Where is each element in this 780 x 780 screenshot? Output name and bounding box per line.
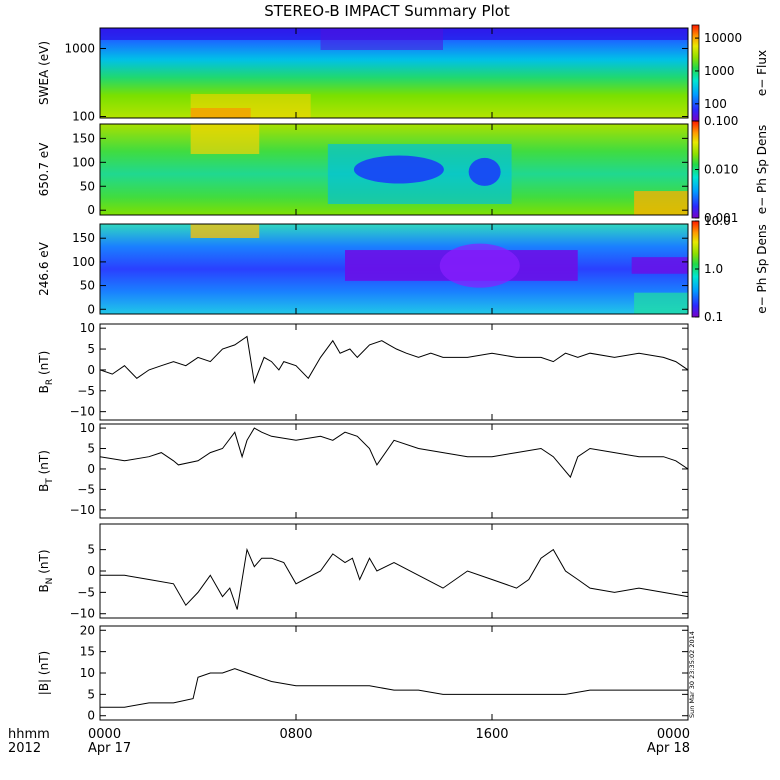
y-tick-label: 10 [80,321,95,335]
chart-title: STEREO-B IMPACT Summary Plot [264,2,510,20]
colorbar-tick-label: 10.0 [704,214,731,228]
y-tick-label: 0 [87,564,95,578]
y-tick-label: −10 [70,405,95,419]
y-tick-label: 100 [72,155,95,169]
y-tick-label: 15 [80,645,95,659]
colorbar-label: e− Flux [755,50,769,96]
y-tick-label: 10 [80,666,95,680]
y-label-main: B [37,385,51,393]
panel-frame [99,223,689,315]
series-bt [100,427,688,479]
x-tick-label: 0800 [279,727,312,742]
x-tick-label: 0000 [657,727,690,742]
panel-frame [99,27,689,119]
y-label-unit: (nT) [37,450,51,478]
hhmm-label: hhmm [8,727,50,742]
timestamp-label: Sun Mar 30 23:35:02 2014 [688,631,696,718]
panel-frame [99,523,689,619]
series-br [100,335,688,385]
colorbar-tick-label: 0.100 [704,114,738,128]
y-tick-label: 50 [80,279,95,293]
y-tick-label: 0 [87,462,95,476]
y-tick-label: 150 [72,131,95,145]
panel-frame [99,423,689,519]
series-line-bt [100,427,688,479]
flux-band [468,157,501,186]
flux-band [353,155,444,184]
colorbar-tick-label: 10000 [704,31,742,45]
colorbar-label: e− Ph Sp Dens [755,224,769,313]
y-tick-label: 0 [87,302,95,316]
flux-band [631,257,688,274]
y-tick-label: 5 [87,687,95,701]
y-label-main: B [37,584,51,592]
colorbar-tick-label: 100 [704,97,727,111]
panel-frame [99,323,689,421]
y-label-main: B [37,484,51,492]
y-label-unit: (nT) [37,651,51,679]
flux-band [634,292,688,314]
spectrogram-swea [100,28,688,118]
y-tick-label: −5 [77,585,95,599]
date-label: Apr 17 [88,741,131,756]
y-tick-label: 100 [72,109,95,123]
x-tick-label: 1600 [475,727,508,742]
y-tick-label: 1000 [64,41,95,55]
y-tick-label: 10 [80,421,95,435]
series-line-bn [100,547,688,610]
y-axis-label: |B| (nT) [37,651,51,695]
y-axis-label: BR (nT) [37,351,55,394]
y-tick-label: 5 [87,342,95,356]
series-bmag [100,668,688,708]
spectrogram-pad246 [100,224,688,314]
spectrogram-pad650 [100,124,688,215]
flux-band [320,28,443,50]
y-axis-label: SWEA (eV) [37,41,51,105]
y-label-sub: T [45,478,55,485]
y-tick-label: 0 [87,709,95,723]
y-tick-label: 20 [80,623,95,637]
flux-band [190,108,251,118]
colorbar-tick-label: 0.001 [704,211,738,225]
panel-frame [99,625,689,721]
colorbar-tick-label: 1000 [704,64,735,78]
flux-band [190,224,260,238]
flux-band [439,243,520,288]
colorbar [691,24,700,122]
y-axis-label: 650.7 eV [37,142,51,197]
series-line-bmag [100,668,688,708]
y-tick-label: 0 [87,203,95,217]
y-axis-label: BN (nT) [37,549,55,592]
x-tick-label: 0000 [88,727,121,742]
y-tick-label: 150 [72,231,95,245]
y-label-unit: (nT) [37,549,51,577]
y-axis-label: 246.6 eV [37,241,51,296]
y-tick-label: −5 [77,482,95,496]
y-tick-label: 100 [72,255,95,269]
y-tick-label: 5 [87,543,95,557]
year-label: 2012 [8,741,41,756]
y-label-sub: N [45,578,55,585]
y-label-main: |B| [37,679,51,695]
y-tick-label: −10 [70,503,95,517]
series-bn [100,547,688,610]
y-axis-label: BT (nT) [37,450,55,492]
flux-band [634,191,688,215]
panel-frame [99,123,689,216]
date-label: Apr 18 [647,741,690,756]
y-label-unit: (nT) [37,351,51,379]
y-label-sub: R [45,379,55,385]
colorbar-label: e− Ph Sp Dens [755,125,769,214]
y-tick-label: 5 [87,442,95,456]
colorbar-tick-label: 1.0 [704,262,723,276]
y-tick-label: 50 [80,179,95,193]
y-tick-label: −10 [70,607,95,621]
series-line-br [100,335,688,385]
y-tick-label: −5 [77,384,95,398]
y-tick-label: 0 [87,363,95,377]
colorbar-tick-label: 0.1 [704,310,723,324]
colorbar-tick-label: 0.010 [704,163,738,177]
flux-band [190,124,260,154]
